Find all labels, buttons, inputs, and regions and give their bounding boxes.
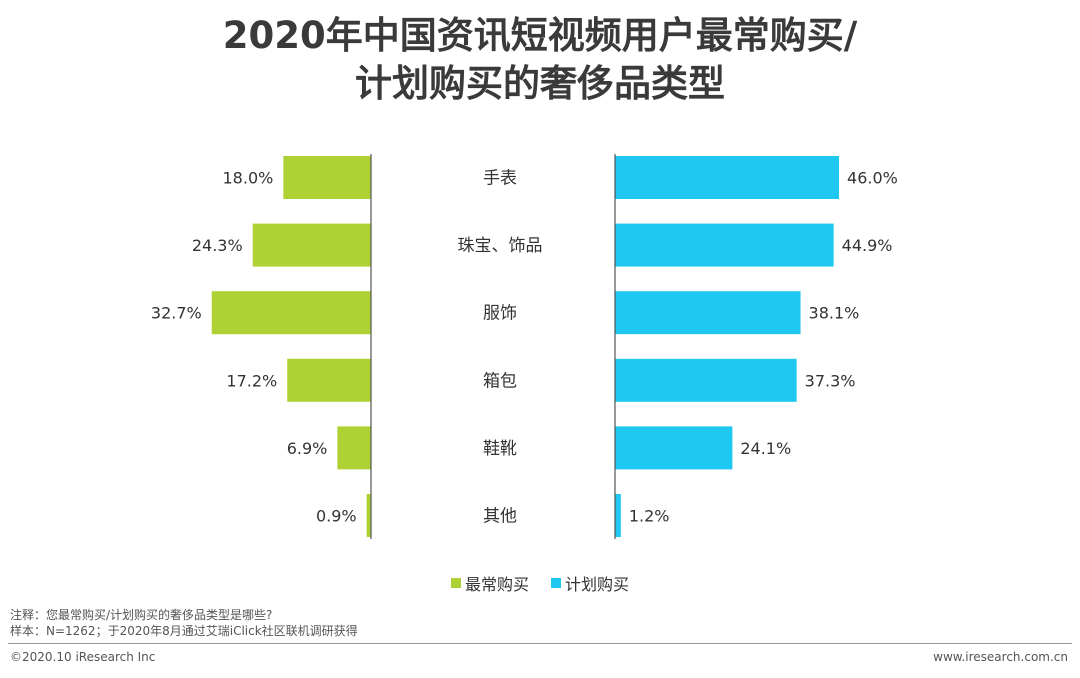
value-label-most: 18.0% (223, 169, 274, 188)
value-label-most: 24.3% (192, 236, 243, 255)
category-label: 鞋靴 (483, 439, 517, 459)
legend: 最常购买 计划购买 (0, 571, 1080, 595)
footer-divider (8, 643, 1072, 644)
value-label-plan: 44.9% (842, 236, 893, 255)
website-url: www.iresearch.com.cn (933, 650, 1068, 664)
bar-most (287, 358, 371, 402)
value-label-most: 17.2% (226, 371, 277, 390)
title-line-2: 计划购买的奢侈品类型 (355, 62, 725, 105)
bar-most (366, 494, 371, 537)
value-label-plan: 1.2% (629, 507, 670, 526)
legend-swatch-plan (551, 578, 561, 588)
value-label-most: 0.9% (316, 507, 357, 526)
sample-text: 样本：N=1262；于2020年8月通过艾瑞iClick社区联机调研获得 (10, 624, 358, 638)
bar-plan (615, 494, 621, 537)
title-line-1: 2020年中国资讯短视频用户最常购买/ (222, 14, 858, 57)
bar-most (283, 156, 371, 199)
bar-plan (615, 358, 797, 402)
legend-label-most: 最常购买 (464, 575, 529, 594)
bar-plan (615, 223, 834, 267)
category-label: 其他 (483, 507, 517, 527)
bar-plan (615, 291, 801, 335)
notes: 注释：您最常购买/计划购买的奢侈品类型是哪些? 样本：N=1262；于2020年… (10, 607, 358, 639)
bar-most (211, 291, 371, 335)
category-label: 珠宝、饰品 (458, 236, 543, 256)
value-label-most: 6.9% (287, 439, 328, 458)
legend-label-plan: 计划购买 (565, 575, 630, 594)
value-label-most: 32.7% (151, 304, 202, 323)
value-label-plan: 37.3% (805, 371, 856, 390)
legend-swatch-most (450, 578, 461, 588)
note-text: 注释：您最常购买/计划购买的奢侈品类型是哪些? (10, 608, 273, 622)
chart-title: 2020年中国资讯短视频用户最常购买/ 计划购买的奢侈品类型 (0, 12, 1080, 108)
bar-plan (615, 156, 840, 199)
value-label-plan: 46.0% (847, 169, 898, 188)
copyright: ©2020.10 iResearch Inc (10, 650, 156, 664)
butterfly-bar-chart: 18.0% 46.0% 手表 24.3% 44.9% 珠宝、饰品 32.7% 38.1% 服饰 1… (151, 154, 898, 539)
bar-most (337, 426, 371, 470)
legend-item-most: 最常购买 (450, 571, 529, 595)
category-label: 服饰 (483, 304, 517, 324)
value-label-plan: 24.1% (740, 439, 791, 458)
bar-most (252, 223, 371, 267)
value-label-plan: 38.1% (809, 304, 860, 323)
bar-plan (615, 426, 733, 470)
legend-item-plan: 计划购买 (551, 571, 629, 595)
category-label: 箱包 (483, 371, 517, 391)
category-label: 手表 (483, 169, 517, 189)
